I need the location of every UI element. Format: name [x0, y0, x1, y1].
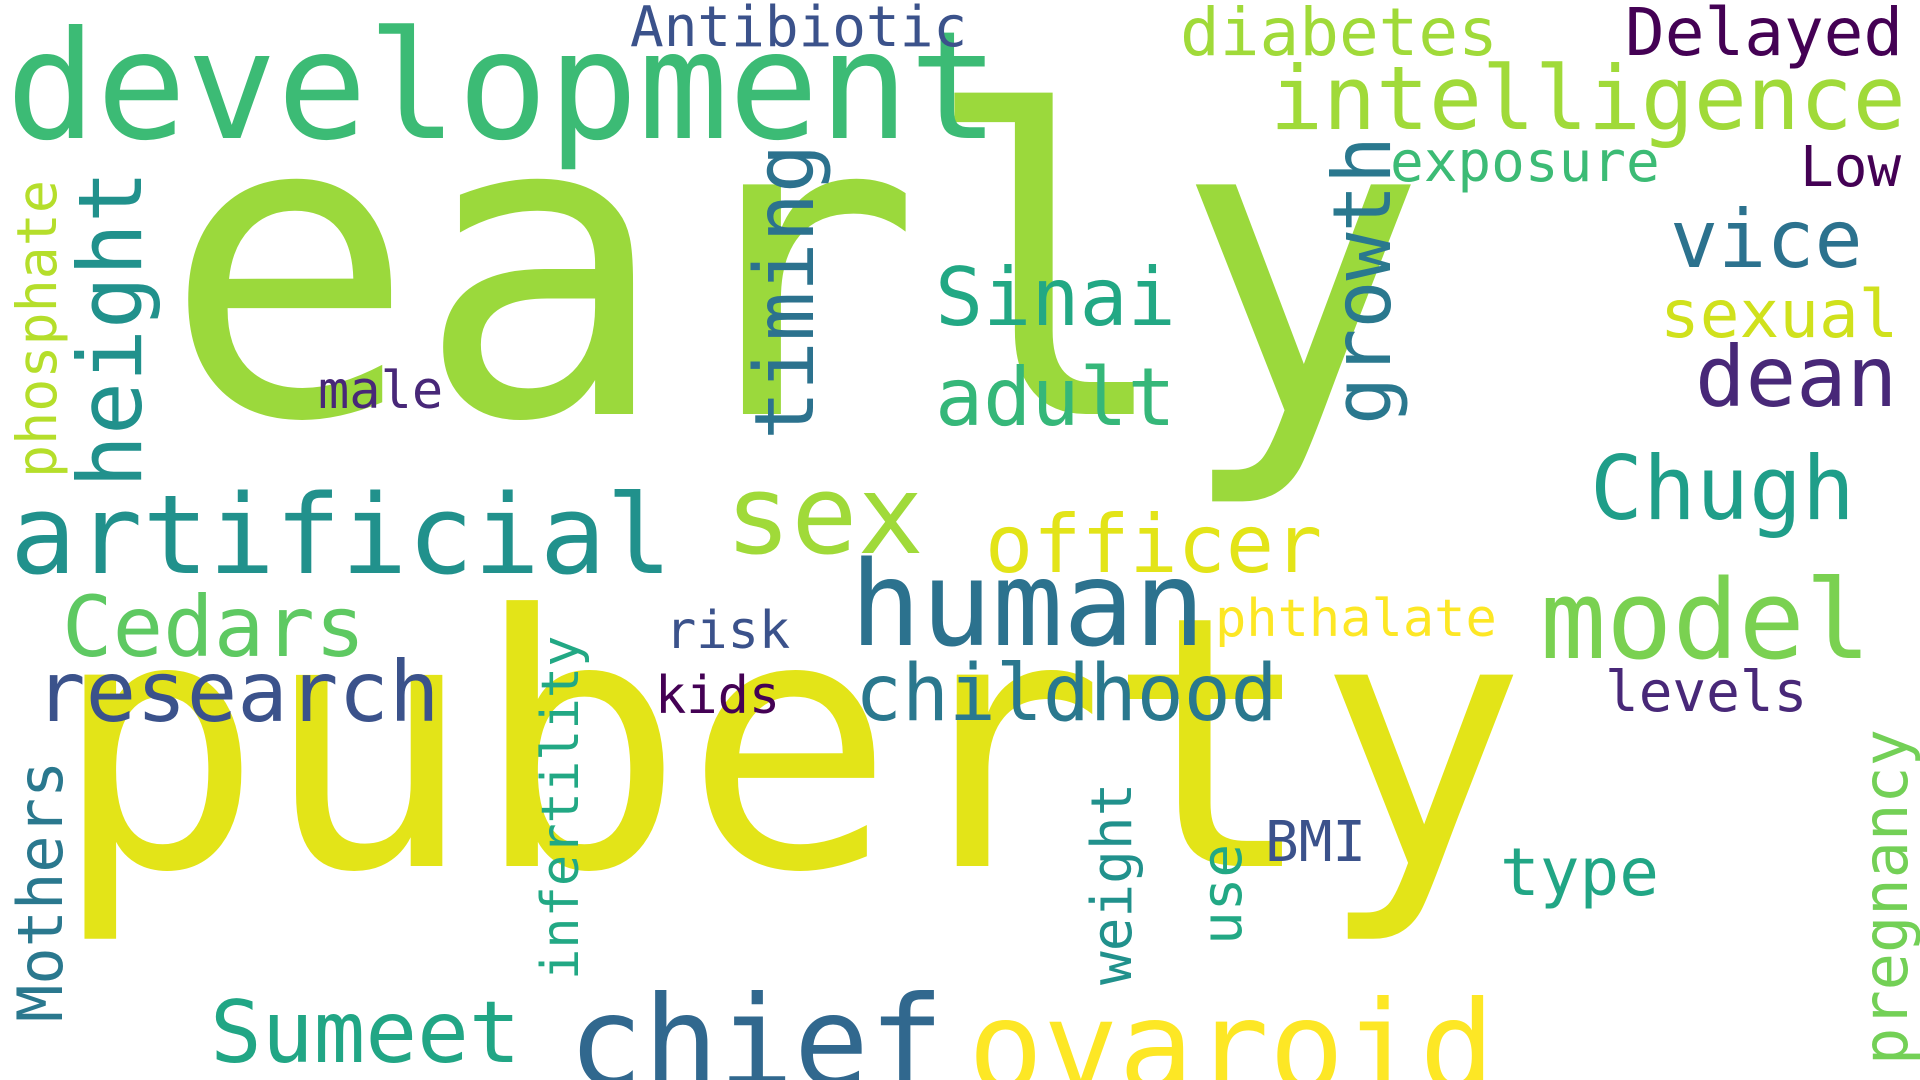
- word-delayed: Delayed: [1625, 0, 1904, 71]
- word-artificial: artificial: [10, 471, 673, 599]
- word-weight: weight: [1080, 782, 1145, 985]
- word-phthalate: phthalate: [1215, 589, 1497, 649]
- word-puberty: puberty: [52, 541, 1528, 949]
- word-levels: levels: [1605, 660, 1808, 725]
- word-research: research: [35, 643, 440, 741]
- word-diabetes: diabetes: [1180, 0, 1498, 71]
- word-timing: timing: [738, 143, 833, 440]
- word-male: male: [318, 361, 444, 421]
- word-chugh: Chugh: [1590, 437, 1855, 540]
- word-intelligence: intelligence: [1270, 47, 1906, 150]
- word-infertility: infertility: [531, 635, 591, 980]
- word-sinai: Sinai: [935, 251, 1176, 344]
- word-bmi: BMI: [1265, 810, 1367, 875]
- word-chief: chief: [568, 970, 945, 1080]
- word-antibiotic: Antibiotic: [630, 0, 968, 60]
- word-officer: officer: [985, 498, 1323, 591]
- word-model: model: [1540, 556, 1872, 684]
- word-low: Low: [1800, 135, 1902, 200]
- word-childhood: childhood: [855, 649, 1278, 739]
- word-exposure: exposure: [1390, 130, 1660, 195]
- word-adult: adult: [935, 351, 1176, 444]
- word-kids: kids: [655, 666, 781, 726]
- word-use: use: [1190, 843, 1255, 945]
- word-height: height: [59, 170, 162, 488]
- word-early: early: [163, 25, 1428, 514]
- word-risk: risk: [665, 601, 791, 661]
- word-phosphate: phosphate: [5, 179, 69, 478]
- word-growth: growth: [1316, 136, 1409, 425]
- word-dean: dean: [1695, 328, 1898, 426]
- word-human: human: [850, 535, 1206, 673]
- word-sumeet: Sumeet: [210, 983, 521, 1080]
- word-sex: sex: [725, 451, 924, 579]
- word-pregnancy: pregnancy: [1849, 729, 1920, 1065]
- word-ovaroid: ovaroid: [968, 975, 1495, 1080]
- word-vice: vice: [1670, 193, 1863, 286]
- word-cedars: Cedars: [62, 578, 366, 676]
- word-mothers: Mothers: [4, 760, 77, 1022]
- word-development: development: [6, 0, 1000, 174]
- word-sexual: sexual: [1660, 276, 1899, 353]
- word-type: type: [1500, 834, 1659, 911]
